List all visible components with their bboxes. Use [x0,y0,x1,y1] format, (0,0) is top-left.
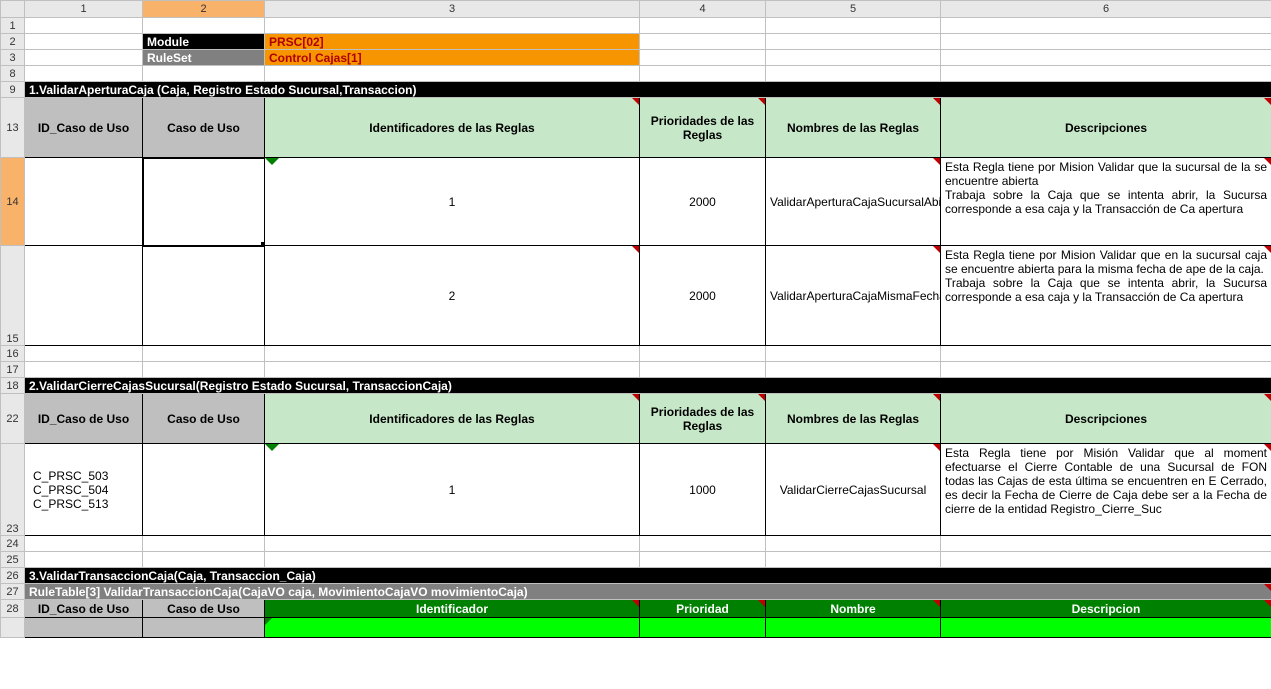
row[interactable]: 25 [1,552,1271,568]
row[interactable]: 17 [1,362,1271,378]
cell-id[interactable] [25,246,143,346]
spreadsheet-view: 1 2 3 4 5 6 1 2 Module PRSC[02] 3 RuleSe… [0,0,1271,689]
cell-ident[interactable]: 1 [265,158,640,246]
th-id[interactable]: ID_Caso de Uso [25,98,143,158]
cell-desc[interactable]: Esta Regla tiene por Mision Validar que … [941,158,1271,246]
ruletable-row[interactable]: 27 RuleTable[3] ValidarTransaccionCaja(C… [1,584,1271,600]
cell-prio[interactable]: 1000 [640,444,766,536]
module-value[interactable]: PRSC[02] [265,34,640,50]
th-caso[interactable]: Caso de Uso [143,600,265,618]
col-header[interactable]: 5 [766,1,941,18]
section1-headers[interactable]: 13 ID_Caso de Uso Caso de Uso Identifica… [1,98,1271,158]
ruleset-label[interactable]: RuleSet [143,50,265,66]
cell-prio[interactable]: 2000 [640,246,766,346]
row-header[interactable]: 23 [1,444,25,536]
cell-ident[interactable]: 1 [265,444,640,536]
th-nom[interactable]: Nombres de las Reglas [766,394,941,444]
row-header[interactable]: 28 [1,600,25,618]
th-prio[interactable]: Prioridades de las Reglas [640,394,766,444]
row-header[interactable]: 13 [1,98,25,158]
row-header[interactable]: 26 [1,568,25,584]
th-ident[interactable]: Identificador [265,600,640,618]
column-header-row[interactable]: 1 2 3 4 5 6 [1,1,1271,18]
row[interactable]: 16 [1,346,1271,362]
row-header[interactable]: 24 [1,536,25,552]
ruletable-label[interactable]: RuleTable[3] ValidarTransaccionCaja(Caja… [25,584,1271,600]
th-caso[interactable]: Caso de Uso [143,98,265,158]
section1-title[interactable]: 1.ValidarAperturaCaja (Caja, Registro Es… [25,82,1271,98]
cell-ident[interactable]: 2 [265,246,640,346]
col-header[interactable]: 1 [25,1,143,18]
th-desc[interactable]: Descripciones [941,98,1271,158]
row-header[interactable] [1,618,25,638]
cell-nom[interactable]: ValidarAperturaCajaMismaFecha [766,246,941,346]
row-header[interactable]: 16 [1,346,25,362]
th-prio[interactable]: Prioridad [640,600,766,618]
section2-row[interactable]: 23 C_PRSC_503 C_PRSC_504 C_PRSC_513 1 10… [1,444,1271,536]
row-header[interactable]: 3 [1,50,25,66]
th-nom[interactable]: Nombre [766,600,941,618]
section3-headers[interactable]: 28 ID_Caso de Uso Caso de Uso Identifica… [1,600,1271,618]
th-desc[interactable]: Descripcion [941,600,1271,618]
cell-nom[interactable]: ValidarAperturaCajaSucursalAbierta [766,158,941,246]
selected-cell[interactable] [143,158,265,246]
row-header[interactable]: 15 [1,246,25,346]
th-ident[interactable]: Identificadores de las Reglas [265,98,640,158]
col-header[interactable]: 4 [640,1,766,18]
module-label[interactable]: Module [143,34,265,50]
th-caso[interactable]: Caso de Uso [143,394,265,444]
row-header[interactable]: 2 [1,34,25,50]
cell-desc[interactable]: Esta Regla tiene por Misión Validar que … [941,444,1271,536]
th-nom[interactable]: Nombres de las Reglas [766,98,941,158]
col-header[interactable]: 6 [941,1,1271,18]
ruleset-value[interactable]: Control Cajas[1] [265,50,640,66]
cell-caso[interactable] [143,246,265,346]
row[interactable] [1,618,1271,638]
section2-title[interactable]: 2.ValidarCierreCajasSucursal(Registro Es… [25,378,1271,394]
section1-row[interactable]: 14 1 2000 ValidarAperturaCajaSucursalAbi… [1,158,1271,246]
row[interactable]: 1 [1,18,1271,34]
cell-caso[interactable] [143,444,265,536]
section3-title[interactable]: 3.ValidarTransaccionCaja(Caja, Transacci… [25,568,1271,584]
row-header[interactable]: 22 [1,394,25,444]
th-desc[interactable]: Descripciones [941,394,1271,444]
row-header[interactable]: 25 [1,552,25,568]
section-title-row[interactable]: 9 1.ValidarAperturaCaja (Caja, Registro … [1,82,1271,98]
cell-nom[interactable]: ValidarCierreCajasSucursal [766,444,941,536]
selectall-corner[interactable] [1,1,25,18]
row-header[interactable]: 1 [1,18,25,34]
col-header[interactable]: 2 [143,1,265,18]
th-id[interactable]: ID_Caso de Uso [25,600,143,618]
row[interactable]: 24 [1,536,1271,552]
row[interactable]: 8 [1,66,1271,82]
row[interactable]: 3 RuleSet Control Cajas[1] [1,50,1271,66]
section-title-row[interactable]: 26 3.ValidarTransaccionCaja(Caja, Transa… [1,568,1271,584]
cell-id[interactable] [25,158,143,246]
section2-headers[interactable]: 22 ID_Caso de Uso Caso de Uso Identifica… [1,394,1271,444]
section1-row[interactable]: 15 2 2000 ValidarAperturaCajaMismaFecha … [1,246,1271,346]
row-header[interactable]: 18 [1,378,25,394]
cell-desc[interactable]: Esta Regla tiene por Mision Validar que … [941,246,1271,346]
th-ident[interactable]: Identificadores de las Reglas [265,394,640,444]
row-header[interactable]: 17 [1,362,25,378]
th-id[interactable]: ID_Caso de Uso [25,394,143,444]
row[interactable]: 2 Module PRSC[02] [1,34,1271,50]
col-header[interactable]: 3 [265,1,640,18]
row-header[interactable]: 8 [1,66,25,82]
row-header[interactable]: 14 [1,158,25,246]
cell-id[interactable]: C_PRSC_503 C_PRSC_504 C_PRSC_513 [25,444,143,536]
section-title-row[interactable]: 18 2.ValidarCierreCajasSucursal(Registro… [1,378,1271,394]
row-header[interactable]: 9 [1,82,25,98]
row-header[interactable]: 27 [1,584,25,600]
th-prio[interactable]: Prioridades de las Reglas [640,98,766,158]
grid[interactable]: 1 2 3 4 5 6 1 2 Module PRSC[02] 3 RuleSe… [0,0,1271,638]
cell-prio[interactable]: 2000 [640,158,766,246]
